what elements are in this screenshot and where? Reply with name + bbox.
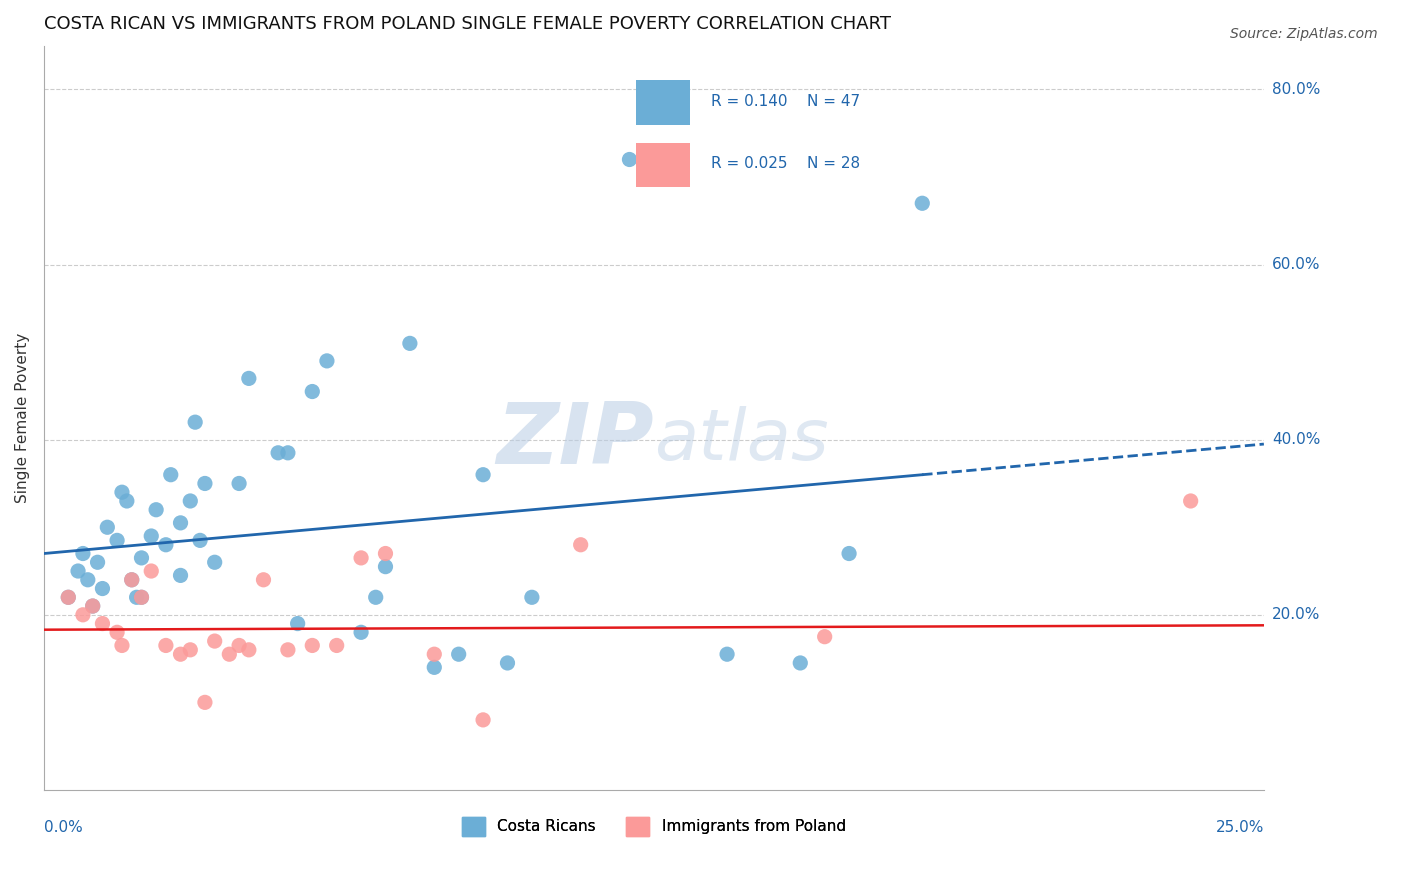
Point bbox=[911, 196, 934, 211]
Legend: Costa Ricans, Immigrants from Poland: Costa Ricans, Immigrants from Poland bbox=[456, 811, 852, 842]
Point bbox=[301, 384, 323, 399]
Point bbox=[496, 656, 519, 670]
Text: 80.0%: 80.0% bbox=[1272, 82, 1320, 97]
Point bbox=[374, 559, 396, 574]
Text: ZIP: ZIP bbox=[496, 399, 654, 482]
Point bbox=[716, 647, 738, 661]
Point bbox=[619, 153, 641, 167]
Point bbox=[814, 630, 837, 644]
Point bbox=[179, 494, 201, 508]
Point bbox=[423, 647, 446, 661]
Point bbox=[1180, 494, 1202, 508]
Y-axis label: Single Female Poverty: Single Female Poverty bbox=[15, 333, 30, 503]
Text: 0.0%: 0.0% bbox=[44, 820, 83, 835]
Point bbox=[131, 591, 153, 605]
Point bbox=[91, 582, 114, 596]
Point bbox=[218, 647, 240, 661]
Text: 25.0%: 25.0% bbox=[1216, 820, 1264, 835]
Point bbox=[228, 476, 250, 491]
Point bbox=[125, 591, 148, 605]
Point bbox=[179, 643, 201, 657]
Point bbox=[423, 660, 446, 674]
Point bbox=[194, 695, 217, 709]
Point bbox=[58, 591, 80, 605]
Point bbox=[86, 555, 108, 569]
Text: atlas: atlas bbox=[654, 406, 828, 475]
Point bbox=[350, 625, 373, 640]
Point bbox=[121, 573, 143, 587]
Point bbox=[141, 564, 163, 578]
Point bbox=[399, 336, 422, 351]
Point bbox=[350, 550, 373, 565]
Point bbox=[789, 656, 811, 670]
Point bbox=[76, 573, 98, 587]
Point bbox=[169, 647, 191, 661]
Point bbox=[184, 415, 207, 429]
Point bbox=[838, 547, 860, 561]
Point bbox=[105, 533, 128, 548]
Point bbox=[155, 538, 177, 552]
Point bbox=[472, 713, 495, 727]
Point bbox=[72, 607, 94, 622]
Point bbox=[169, 516, 191, 530]
Point bbox=[301, 639, 323, 653]
Point bbox=[111, 639, 134, 653]
Point bbox=[67, 564, 90, 578]
Point bbox=[169, 568, 191, 582]
Point bbox=[569, 538, 592, 552]
Point bbox=[96, 520, 118, 534]
Point bbox=[145, 502, 167, 516]
Point bbox=[91, 616, 114, 631]
Point bbox=[194, 476, 217, 491]
Point bbox=[82, 599, 104, 613]
Point bbox=[188, 533, 211, 548]
Point bbox=[374, 547, 396, 561]
Point bbox=[72, 547, 94, 561]
Point bbox=[141, 529, 163, 543]
Text: 60.0%: 60.0% bbox=[1272, 257, 1320, 272]
FancyBboxPatch shape bbox=[636, 80, 690, 125]
Point bbox=[325, 639, 347, 653]
Point bbox=[111, 485, 134, 500]
Point bbox=[121, 573, 143, 587]
Text: 40.0%: 40.0% bbox=[1272, 433, 1320, 447]
Point bbox=[252, 573, 274, 587]
Point bbox=[238, 371, 260, 385]
Point bbox=[472, 467, 495, 482]
Point bbox=[204, 555, 226, 569]
Text: R = 0.025    N = 28: R = 0.025 N = 28 bbox=[711, 156, 860, 171]
Point bbox=[364, 591, 387, 605]
Point bbox=[115, 494, 138, 508]
Point bbox=[155, 639, 177, 653]
Point bbox=[277, 446, 299, 460]
Point bbox=[204, 634, 226, 648]
Point bbox=[131, 591, 153, 605]
Point bbox=[228, 639, 250, 653]
Point bbox=[447, 647, 470, 661]
Text: R = 0.140    N = 47: R = 0.140 N = 47 bbox=[711, 94, 860, 109]
Point bbox=[131, 550, 153, 565]
Point bbox=[58, 591, 80, 605]
Point bbox=[105, 625, 128, 640]
FancyBboxPatch shape bbox=[636, 143, 690, 186]
Point bbox=[267, 446, 290, 460]
Text: COSTA RICAN VS IMMIGRANTS FROM POLAND SINGLE FEMALE POVERTY CORRELATION CHART: COSTA RICAN VS IMMIGRANTS FROM POLAND SI… bbox=[44, 15, 891, 33]
Point bbox=[520, 591, 543, 605]
Point bbox=[238, 643, 260, 657]
Point bbox=[159, 467, 181, 482]
Point bbox=[277, 643, 299, 657]
Text: 20.0%: 20.0% bbox=[1272, 607, 1320, 623]
Point bbox=[316, 354, 339, 368]
Point bbox=[82, 599, 104, 613]
Text: Source: ZipAtlas.com: Source: ZipAtlas.com bbox=[1230, 27, 1378, 41]
Point bbox=[287, 616, 309, 631]
